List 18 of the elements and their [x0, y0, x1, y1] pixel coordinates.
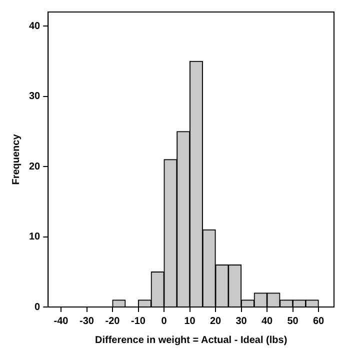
- y-tick-label: 30: [29, 91, 41, 102]
- y-axis-title: Frequency: [10, 134, 22, 185]
- y-tick-label: 40: [29, 20, 41, 32]
- y-tick-label: 10: [29, 232, 41, 243]
- x-tick-label: 30: [236, 316, 248, 327]
- x-axis-title: Difference in weight = Actual - Ideal (lbs): [94, 334, 288, 346]
- y-tick-label: 20: [29, 161, 41, 172]
- x-tick-label: 60: [312, 316, 325, 327]
- x-tick-label: 40: [261, 316, 274, 327]
- x-tick-label: -40: [54, 316, 69, 327]
- x-tick-label: 0: [161, 316, 168, 327]
- x-tick-label: 50: [287, 316, 299, 327]
- x-tick-label: -30: [80, 316, 94, 327]
- x-tick-label: -20: [105, 316, 120, 327]
- x-tick-label: 20: [210, 316, 222, 327]
- x-tick-label: 10: [184, 316, 196, 327]
- y-tick-label: 0: [34, 302, 41, 313]
- x-tick-label: -10: [131, 316, 146, 327]
